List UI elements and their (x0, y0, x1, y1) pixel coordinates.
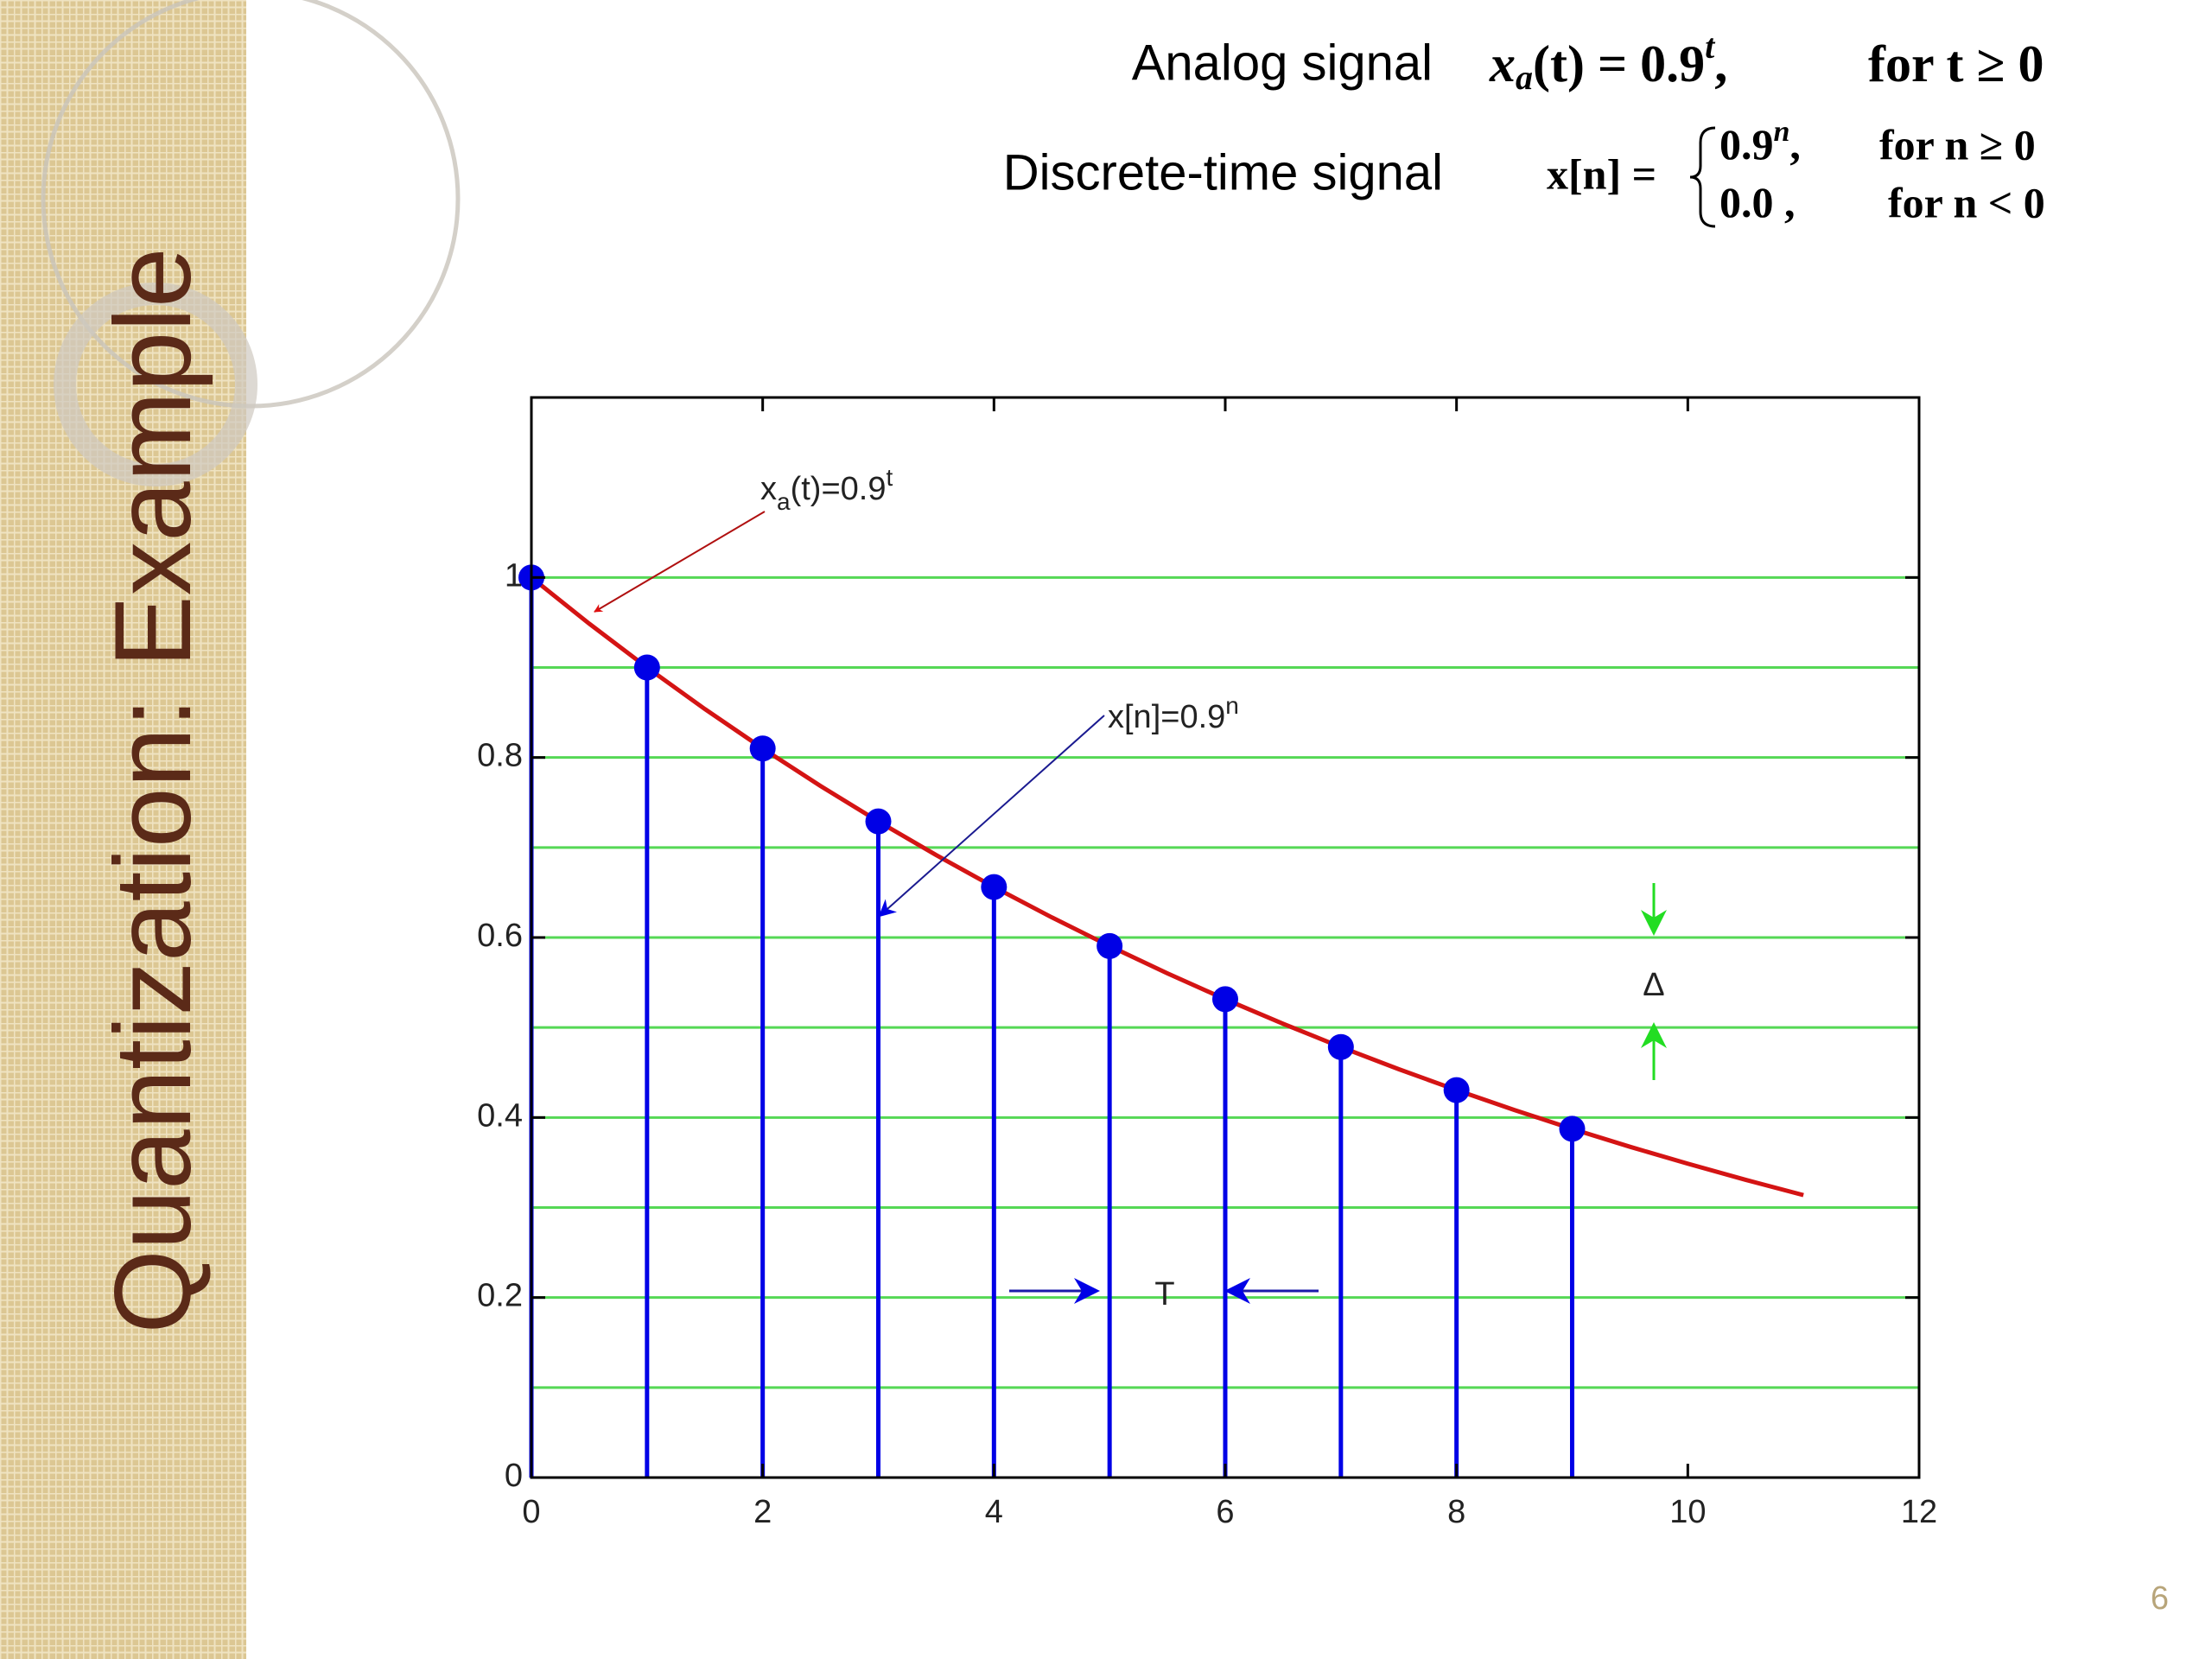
plot: 00.20.40.60.810 2 4 6 8 10 12 (477, 396, 1937, 1530)
annotation-sup: t (886, 464, 893, 491)
x-tick-label: 10 (1669, 1494, 1706, 1530)
x-tick-label: 2 (753, 1494, 772, 1530)
analog-formula: xa(t) = 0.9t, (1489, 27, 1727, 97)
sidebar (0, 0, 246, 1659)
annotation-sup: n (1225, 692, 1239, 719)
y-tick-label: 0 (505, 1458, 523, 1494)
annotation-arrow (594, 511, 766, 613)
x-tick-label: 6 (1216, 1494, 1234, 1530)
discrete-lhs: x[n] = (1547, 149, 1656, 198)
stem-marker (1327, 1033, 1354, 1060)
stem-marker (1559, 1116, 1586, 1142)
annotations: xa(t)=0.9t x[n]=0.9n T Δ (594, 464, 1667, 1313)
x-tick-label: 12 (1901, 1494, 1937, 1530)
case-expr: 0.0 , (1719, 178, 1796, 226)
stem-marker (633, 654, 660, 681)
y-tick-label: 0.8 (477, 738, 523, 774)
x-tick-label: 0 (522, 1494, 540, 1530)
discrete-label: Discrete-time signal (1003, 144, 1443, 200)
y-tick-label: 1 (505, 557, 523, 594)
brace (1689, 126, 1716, 228)
formula-part: x (1489, 35, 1516, 92)
decor-ring (54, 283, 257, 486)
case-condition: for n < 0 (1888, 178, 2045, 226)
formula-part: (t) = 0.9 (1533, 35, 1705, 92)
y-tick-label: 0.2 (477, 1278, 523, 1314)
x-tick-label: 8 (1447, 1494, 1465, 1530)
annotation-sub: a (777, 488, 791, 515)
stem-marker (981, 874, 1007, 900)
formula-sup: t (1705, 27, 1716, 66)
annotation-label: xa(t)=0.9t (760, 464, 893, 515)
annotation-part: x (760, 471, 777, 507)
y-tick-label: 0.4 (477, 1097, 523, 1134)
slide-title: Quantization: Example (93, 248, 213, 1334)
stem-marker (1212, 986, 1238, 1013)
case-expr: 0.9n, (1719, 116, 1801, 169)
stem-marker (1443, 1077, 1470, 1103)
analog-label: Analog signal (1132, 35, 1433, 91)
analog-curve (530, 575, 1804, 1198)
formula-sub: a (1516, 58, 1533, 97)
formula-sup: n (1774, 116, 1790, 148)
case-condition: for n ≥ 0 (1879, 120, 2036, 168)
period-label: T (1154, 1276, 1174, 1313)
formula-part: , (1714, 35, 1727, 92)
x-tick-label: 4 (985, 1494, 1003, 1530)
formula-part: 0.9 (1719, 120, 1774, 168)
y-tick-label: 0.6 (477, 918, 523, 954)
analog-condition: for t ≥ 0 (1868, 35, 2044, 92)
step-label: Δ (1643, 967, 1664, 1003)
page-number: 6 (2151, 1580, 2169, 1617)
formula-part: 0.0 , (1719, 178, 1796, 226)
annotation-arrow (878, 715, 1105, 918)
annotation-part: (t)=0.9 (791, 471, 887, 507)
formula-part: , (1789, 120, 1801, 168)
annotation-label: x[n]=0.9n (1108, 692, 1239, 735)
stem-marker (865, 808, 892, 835)
stem-marker (749, 735, 776, 762)
annotation-part: x[n]=0.9 (1108, 699, 1225, 735)
stem-marker (1096, 932, 1123, 959)
